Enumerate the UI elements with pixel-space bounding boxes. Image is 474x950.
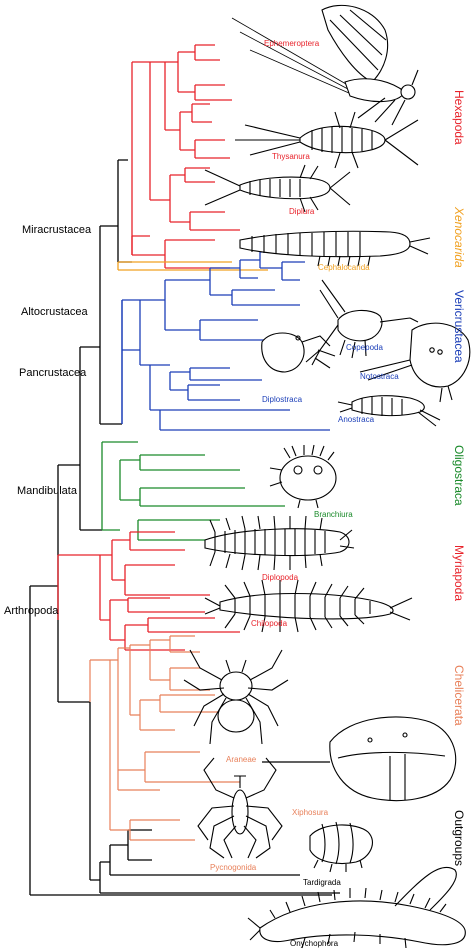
branchiura-label: Branchiura (314, 510, 353, 519)
vericrustacea-clade-label: Vericrustacea (452, 290, 466, 363)
chelicerata-branches (89, 635, 240, 841)
ephemeroptera-label: Ephemeroptera (264, 39, 320, 48)
tadpole-shrimp-icon (359, 322, 471, 403)
mayfly-icon (231, 4, 419, 126)
fairy-shrimp-icon (337, 395, 441, 427)
notostraca-label: Notostraca (360, 372, 399, 381)
centipede-icon (204, 579, 413, 633)
chilopoda-label: Chilopoda (251, 619, 288, 628)
pancrustacea-label: Pancrustacea (19, 367, 87, 379)
spider-icon (183, 649, 289, 745)
myriapoda-clade-label: Myriapoda (452, 545, 466, 601)
xenocarida-branches (117, 261, 268, 271)
tardigrada-label: Tardigrada (303, 878, 341, 887)
fish-louse-icon (269, 444, 337, 509)
onychophora-label: Onychophora (290, 939, 339, 948)
araneae-label: Araneae (226, 755, 257, 764)
copepod-icon (305, 279, 419, 366)
hexapoda-branches (131, 44, 240, 269)
pycnogonida-label: Pycnogonida (210, 863, 257, 872)
diplura-label: Diplura (289, 207, 315, 216)
velvet-worm-icon (247, 866, 466, 949)
horseshoe-crab-icon (262, 716, 457, 802)
anostraca-label: Anostraca (338, 415, 375, 424)
outgroups-clade-label: Outgroups (452, 810, 466, 866)
silverfish-icon (235, 111, 419, 169)
thysanura-label: Thysanura (272, 152, 310, 161)
altocrustacea-label: Altocrustacea (21, 306, 89, 318)
diplostraca-label: Diplostraca (262, 395, 303, 404)
arthropoda-label: Arthropoda (4, 605, 59, 617)
sea-spider-icon (197, 757, 283, 859)
xiphosura-label: Xiphosura (292, 808, 329, 817)
dipluran-icon (204, 164, 351, 213)
miracrustacea-label: Miracrustacea (22, 224, 92, 236)
taxon-labels: Ephemeroptera Thysanura Diplura Cephaloc… (210, 39, 399, 948)
millipede-icon (204, 515, 355, 571)
cephalocarida-label: Cephalocarida (318, 263, 370, 272)
diplopoda-label: Diplopoda (262, 573, 299, 582)
copepoda-label: Copepoda (346, 343, 383, 352)
chelicerata-clade-label: Chelicerata (452, 665, 466, 726)
mandibulata-label: Mandibulata (17, 485, 78, 497)
water-flea-icon (261, 332, 336, 373)
tardigrade-icon (309, 821, 373, 873)
hexapoda-clade-label: Hexapoda (452, 90, 466, 145)
oligostraca-branches (101, 441, 285, 541)
xenocarida-clade-label: Xenocarida (452, 206, 466, 268)
oligostraca-clade-label: Oligostraca (452, 445, 466, 506)
backbone-branches (29, 159, 340, 896)
myriapoda-branches (57, 531, 240, 651)
clade-labels: Hexapoda Xenocarida Vericrustacea Oligos… (452, 90, 466, 866)
node-labels: Miracrustacea Altocrustacea Pancrustacea… (4, 224, 92, 617)
cephalocarid-icon (239, 230, 431, 267)
